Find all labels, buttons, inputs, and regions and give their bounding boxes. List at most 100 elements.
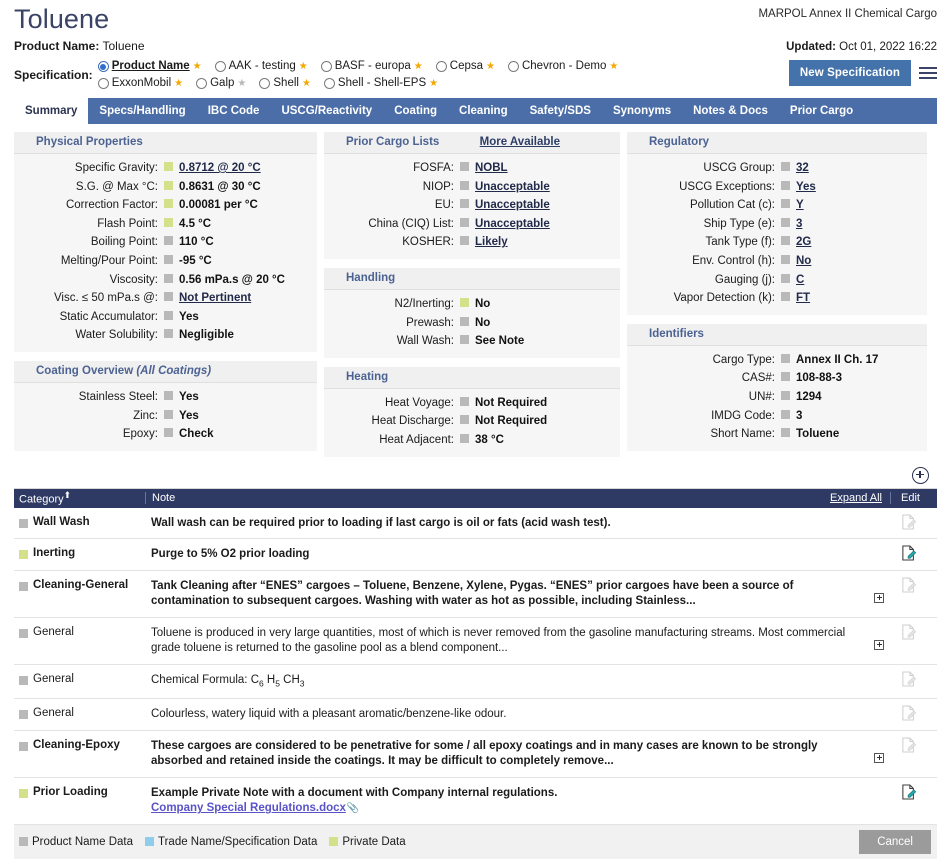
favorite-star-icon[interactable]: ★: [192, 61, 202, 72]
specification-option-exxonmobil[interactable]: ExxonMobil ★: [97, 75, 184, 92]
note-text: Purge to 5% O2 prior loading: [151, 548, 310, 561]
radio-button[interactable]: [320, 61, 332, 72]
radio-button[interactable]: [214, 61, 226, 72]
edit-note-icon[interactable]: [902, 624, 916, 640]
property-value[interactable]: FT: [796, 292, 811, 305]
property-value[interactable]: 32: [796, 162, 809, 174]
specification-option-shell-shell-eps[interactable]: Shell - Shell-EPS ★: [323, 75, 439, 92]
note-edit-cell[interactable]: [890, 571, 937, 593]
property-value[interactable]: 2G: [796, 236, 812, 249]
edit-note-icon[interactable]: [902, 514, 916, 530]
property-value[interactable]: 0.8712 @ 20 °C: [179, 162, 261, 174]
note-edit-cell[interactable]: [890, 508, 937, 530]
more-available-link[interactable]: More Available: [479, 136, 560, 148]
edit-note-icon[interactable]: [902, 671, 916, 687]
data-source-chip: [781, 162, 790, 171]
document-link[interactable]: Company Special Regulations.docx: [151, 802, 346, 815]
property-value[interactable]: NOBL: [475, 162, 508, 174]
edit-note-icon[interactable]: [902, 784, 916, 800]
data-source-chip: [460, 316, 469, 326]
tab-notes-docs[interactable]: Notes & Docs: [693, 105, 768, 117]
favorite-star-icon[interactable]: ★: [429, 78, 439, 89]
tab-prior-cargo[interactable]: Prior Cargo: [789, 105, 854, 117]
specification-option-aak-testing[interactable]: AAK - testing ★: [214, 58, 308, 75]
favorite-star-icon[interactable]: ★: [301, 78, 311, 89]
radio-button[interactable]: [97, 61, 109, 72]
specification-option-chevron-demo[interactable]: Chevron - Demo ★: [507, 58, 619, 75]
specification-option-basf-europa[interactable]: BASF - europa ★: [320, 58, 423, 75]
favorite-star-icon[interactable]: ★: [298, 61, 308, 72]
expand-note-icon[interactable]: [874, 592, 884, 603]
favorite-star-icon[interactable]: ★: [609, 61, 619, 72]
specification-option-cepsa[interactable]: Cepsa ★: [435, 58, 495, 75]
property-row: EU: Unacceptable: [324, 196, 620, 215]
expand-note-icon[interactable]: [874, 752, 884, 763]
tab-coating[interactable]: Coating: [394, 105, 438, 117]
hamburger-menu-icon[interactable]: [919, 64, 937, 82]
property-value[interactable]: Unacceptable: [475, 180, 550, 193]
note-expand-cell: [868, 665, 890, 673]
favorite-star-icon[interactable]: ★: [237, 78, 247, 89]
radio-button[interactable]: [435, 61, 447, 72]
note-edit-cell[interactable]: [890, 778, 937, 800]
specification-option-galp[interactable]: Galp ★: [196, 75, 246, 92]
tab-ibc-code[interactable]: IBC Code: [207, 105, 260, 117]
edit-note-icon[interactable]: [902, 737, 916, 753]
tab-bar: Summary Specs/Handling IBC Code USCG/Reacti…: [14, 98, 937, 124]
property-label: KOSHER:: [402, 236, 454, 249]
tab-cleaning[interactable]: Cleaning: [459, 105, 508, 117]
expand-all-link[interactable]: Expand All: [830, 492, 882, 505]
property-row: UN#: 1294: [627, 388, 927, 407]
property-label: N2/Inerting:: [394, 297, 454, 310]
tab-summary[interactable]: Summary: [14, 98, 89, 124]
favorite-star-icon[interactable]: ★: [413, 61, 423, 72]
property-value[interactable]: Y: [796, 199, 804, 212]
page-header: Toluene MARPOL Annex II Chemical Cargo: [14, 0, 937, 36]
note-edit-cell[interactable]: [890, 699, 937, 721]
note-edit-cell[interactable]: [890, 665, 937, 687]
cancel-button[interactable]: Cancel: [859, 829, 931, 854]
radio-button[interactable]: [97, 78, 109, 89]
radio-button[interactable]: [323, 78, 335, 89]
specification-option-product-name[interactable]: Product Name ★: [97, 58, 202, 75]
property-value[interactable]: Likely: [475, 236, 508, 249]
note-edit-cell[interactable]: [890, 731, 937, 753]
edit-note-icon[interactable]: [902, 705, 916, 721]
tab-synonyms[interactable]: Synonyms: [612, 105, 672, 117]
note-cell: Toluene is produced in very large quanti…: [145, 618, 868, 664]
property-value[interactable]: No: [796, 254, 812, 267]
edit-note-icon[interactable]: [902, 577, 916, 593]
specification-option-label: AAK - testing: [228, 60, 296, 72]
specification-option-shell[interactable]: Shell ★: [259, 75, 311, 92]
radio-button[interactable]: [196, 78, 208, 89]
data-source-chip: [781, 199, 790, 209]
radio-button[interactable]: [259, 78, 271, 89]
property-value[interactable]: Yes: [796, 180, 816, 193]
property-label: Viscosity:: [109, 273, 158, 286]
tab-uscg-reactivity[interactable]: USCG/Reactivity: [281, 105, 373, 117]
property-label: EU:: [434, 199, 454, 212]
property-value[interactable]: Unacceptable: [475, 199, 550, 212]
new-specification-button[interactable]: New Specification: [788, 60, 911, 86]
property-value[interactable]: Unacceptable: [475, 217, 550, 230]
panel-prior-cargo-lists: Prior Cargo Lists More Available FOSFA: N…: [324, 132, 620, 259]
property-value[interactable]: C: [796, 273, 805, 286]
specification-option-label: Shell: [273, 77, 299, 89]
note-expand-cell: [868, 571, 890, 603]
expand-note-icon[interactable]: [874, 639, 884, 650]
favorite-star-icon[interactable]: ★: [174, 78, 184, 89]
note-edit-cell[interactable]: [890, 539, 937, 561]
property-value[interactable]: 3: [796, 217, 803, 230]
edit-note-icon[interactable]: [902, 545, 916, 561]
radio-button[interactable]: [507, 61, 519, 72]
property-value: 4.5 °C: [179, 217, 212, 230]
column-header-category[interactable]: Category⬆: [14, 490, 145, 506]
tab-specs-handling[interactable]: Specs/Handling: [99, 105, 186, 117]
note-category-cell: Cleaning-General: [14, 571, 145, 598]
note-edit-cell[interactable]: [890, 618, 937, 640]
tab-safety-sds[interactable]: Safety/SDS: [529, 105, 591, 117]
property-value[interactable]: Not Pertinent: [179, 292, 252, 305]
favorite-star-icon[interactable]: ★: [486, 61, 495, 72]
add-note-plus-circle-icon[interactable]: [912, 466, 929, 484]
legend-chip: [145, 837, 154, 847]
